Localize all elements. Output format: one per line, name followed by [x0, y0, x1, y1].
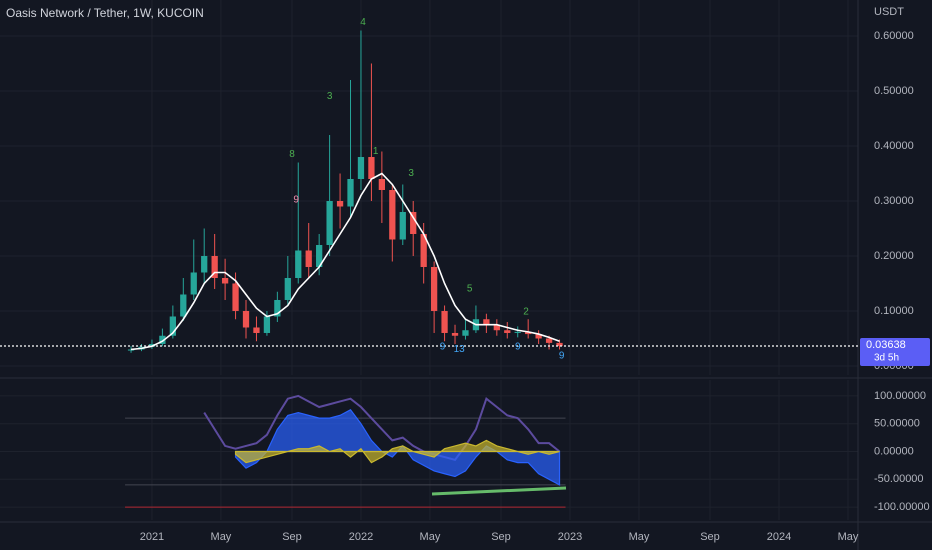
annotation: 9 [559, 351, 565, 362]
x-tick-label: May [420, 531, 441, 543]
y-tick-label: 0.60000 [874, 30, 914, 42]
annotation: 5 [467, 284, 473, 295]
candle-body [347, 179, 354, 207]
x-tick-label: Sep [282, 531, 302, 543]
candle-body [420, 233, 427, 267]
candle-body [430, 266, 438, 311]
candle-body [169, 316, 176, 336]
candle-body [399, 211, 406, 240]
moving-average [130, 172, 560, 351]
annotation: 3 [327, 91, 333, 102]
candle-body [295, 250, 302, 278]
candle-body [410, 211, 417, 234]
candle-body [180, 294, 187, 317]
candle-body [326, 201, 333, 245]
candle-body [535, 334, 542, 339]
x-tick-label: May [629, 531, 650, 543]
label-layer: 2021 May Sep 2022 May Sep 2023 May Sep 2024 May 0.6… [140, 17, 930, 543]
x-tick-label: 2022 [349, 531, 373, 543]
x-tick-label: Sep [700, 531, 720, 543]
candle-body [284, 277, 291, 300]
osc-tick-label: 100.00000 [874, 390, 926, 402]
candle-body [545, 338, 553, 343]
osc-area [234, 439, 560, 464]
y-tick-label: 0.10000 [874, 305, 914, 317]
candle-body [483, 319, 490, 325]
candle-body [451, 332, 459, 336]
last-price-box [860, 337, 930, 366]
candle-body [211, 255, 218, 278]
countdown-label: 3d 5h [874, 353, 899, 364]
chart-title: Oasis Network / Tether, 1W, KUCOIN [6, 6, 204, 20]
annotation: 2 [523, 307, 529, 318]
candle-body [493, 324, 500, 331]
osc-tick-label: 0.00000 [874, 445, 914, 457]
x-tick-label: Sep [491, 531, 511, 543]
grid-layer [0, 0, 858, 520]
osc-tick-label: -50.00000 [874, 473, 924, 485]
candle-body [525, 331, 532, 335]
osc-tick-label: 50.00000 [874, 418, 920, 430]
candle-body [263, 316, 271, 333]
candle-body [253, 327, 260, 333]
annotation: 13 [454, 344, 466, 355]
candle-body [242, 310, 250, 328]
candle-body [127, 349, 135, 351]
candle-body [305, 250, 312, 267]
candle-body [514, 331, 521, 333]
candle-body [159, 335, 166, 344]
y-tick-label: 0.40000 [874, 140, 914, 152]
candle-body [190, 272, 197, 295]
annotation: 9 [440, 341, 446, 352]
x-tick-label: 2023 [558, 531, 582, 543]
candle-body [504, 330, 511, 333]
osc-area [234, 409, 561, 486]
x-tick-label: May [838, 531, 859, 543]
candle-body [556, 342, 563, 346]
candle-body [357, 157, 365, 180]
candle-body [389, 190, 396, 240]
candle-body [221, 277, 229, 284]
osc-line [203, 394, 561, 461]
annotation: 8 [289, 149, 295, 160]
osc-tick-label: -100.00000 [874, 501, 930, 513]
last-price-label: 0.03638 [866, 339, 906, 351]
annotation: 3 [408, 168, 414, 179]
annotation: 4 [360, 17, 366, 28]
candle-body [378, 179, 386, 191]
candle-body [368, 157, 375, 180]
y-tick-label: 0.50000 [874, 85, 914, 97]
candle-body [462, 330, 469, 336]
plot-layer [0, 30, 858, 508]
annotation: 9 [515, 341, 521, 352]
trend-line [431, 486, 567, 496]
candle-body [201, 255, 208, 273]
candle-body [316, 244, 323, 267]
x-tick-label: 2021 [140, 531, 164, 543]
annotation: 1 [373, 146, 379, 157]
candle-body [232, 283, 239, 311]
candle-body [274, 299, 281, 317]
y-tick-label: 0.20000 [874, 250, 914, 262]
y-unit: USDT [874, 6, 904, 18]
annotation: 9 [293, 195, 299, 206]
x-tick-label: May [211, 531, 232, 543]
x-tick-label: 2024 [767, 531, 791, 543]
candle-body [441, 310, 448, 333]
y-tick-label: 0.30000 [874, 195, 914, 207]
candle-body [336, 201, 344, 207]
